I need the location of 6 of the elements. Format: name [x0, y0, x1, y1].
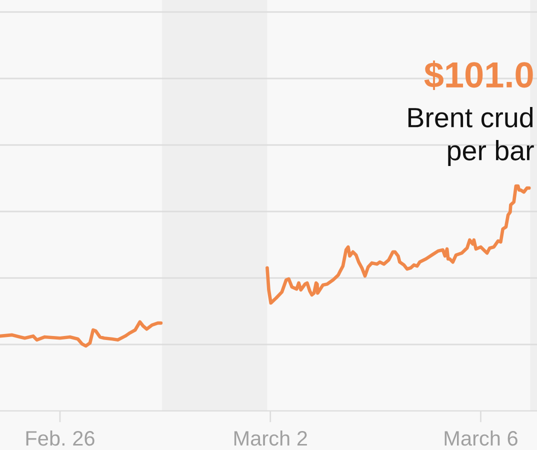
x-tick-label: Feb. 26: [26, 430, 94, 446]
text: $101.0: [424, 60, 533, 90]
text: per bar: [448, 140, 534, 166]
x-tick-label: March 6: [444, 430, 518, 446]
x-tick-label: March 2: [234, 430, 307, 446]
text: Brent crud: [408, 107, 533, 128]
